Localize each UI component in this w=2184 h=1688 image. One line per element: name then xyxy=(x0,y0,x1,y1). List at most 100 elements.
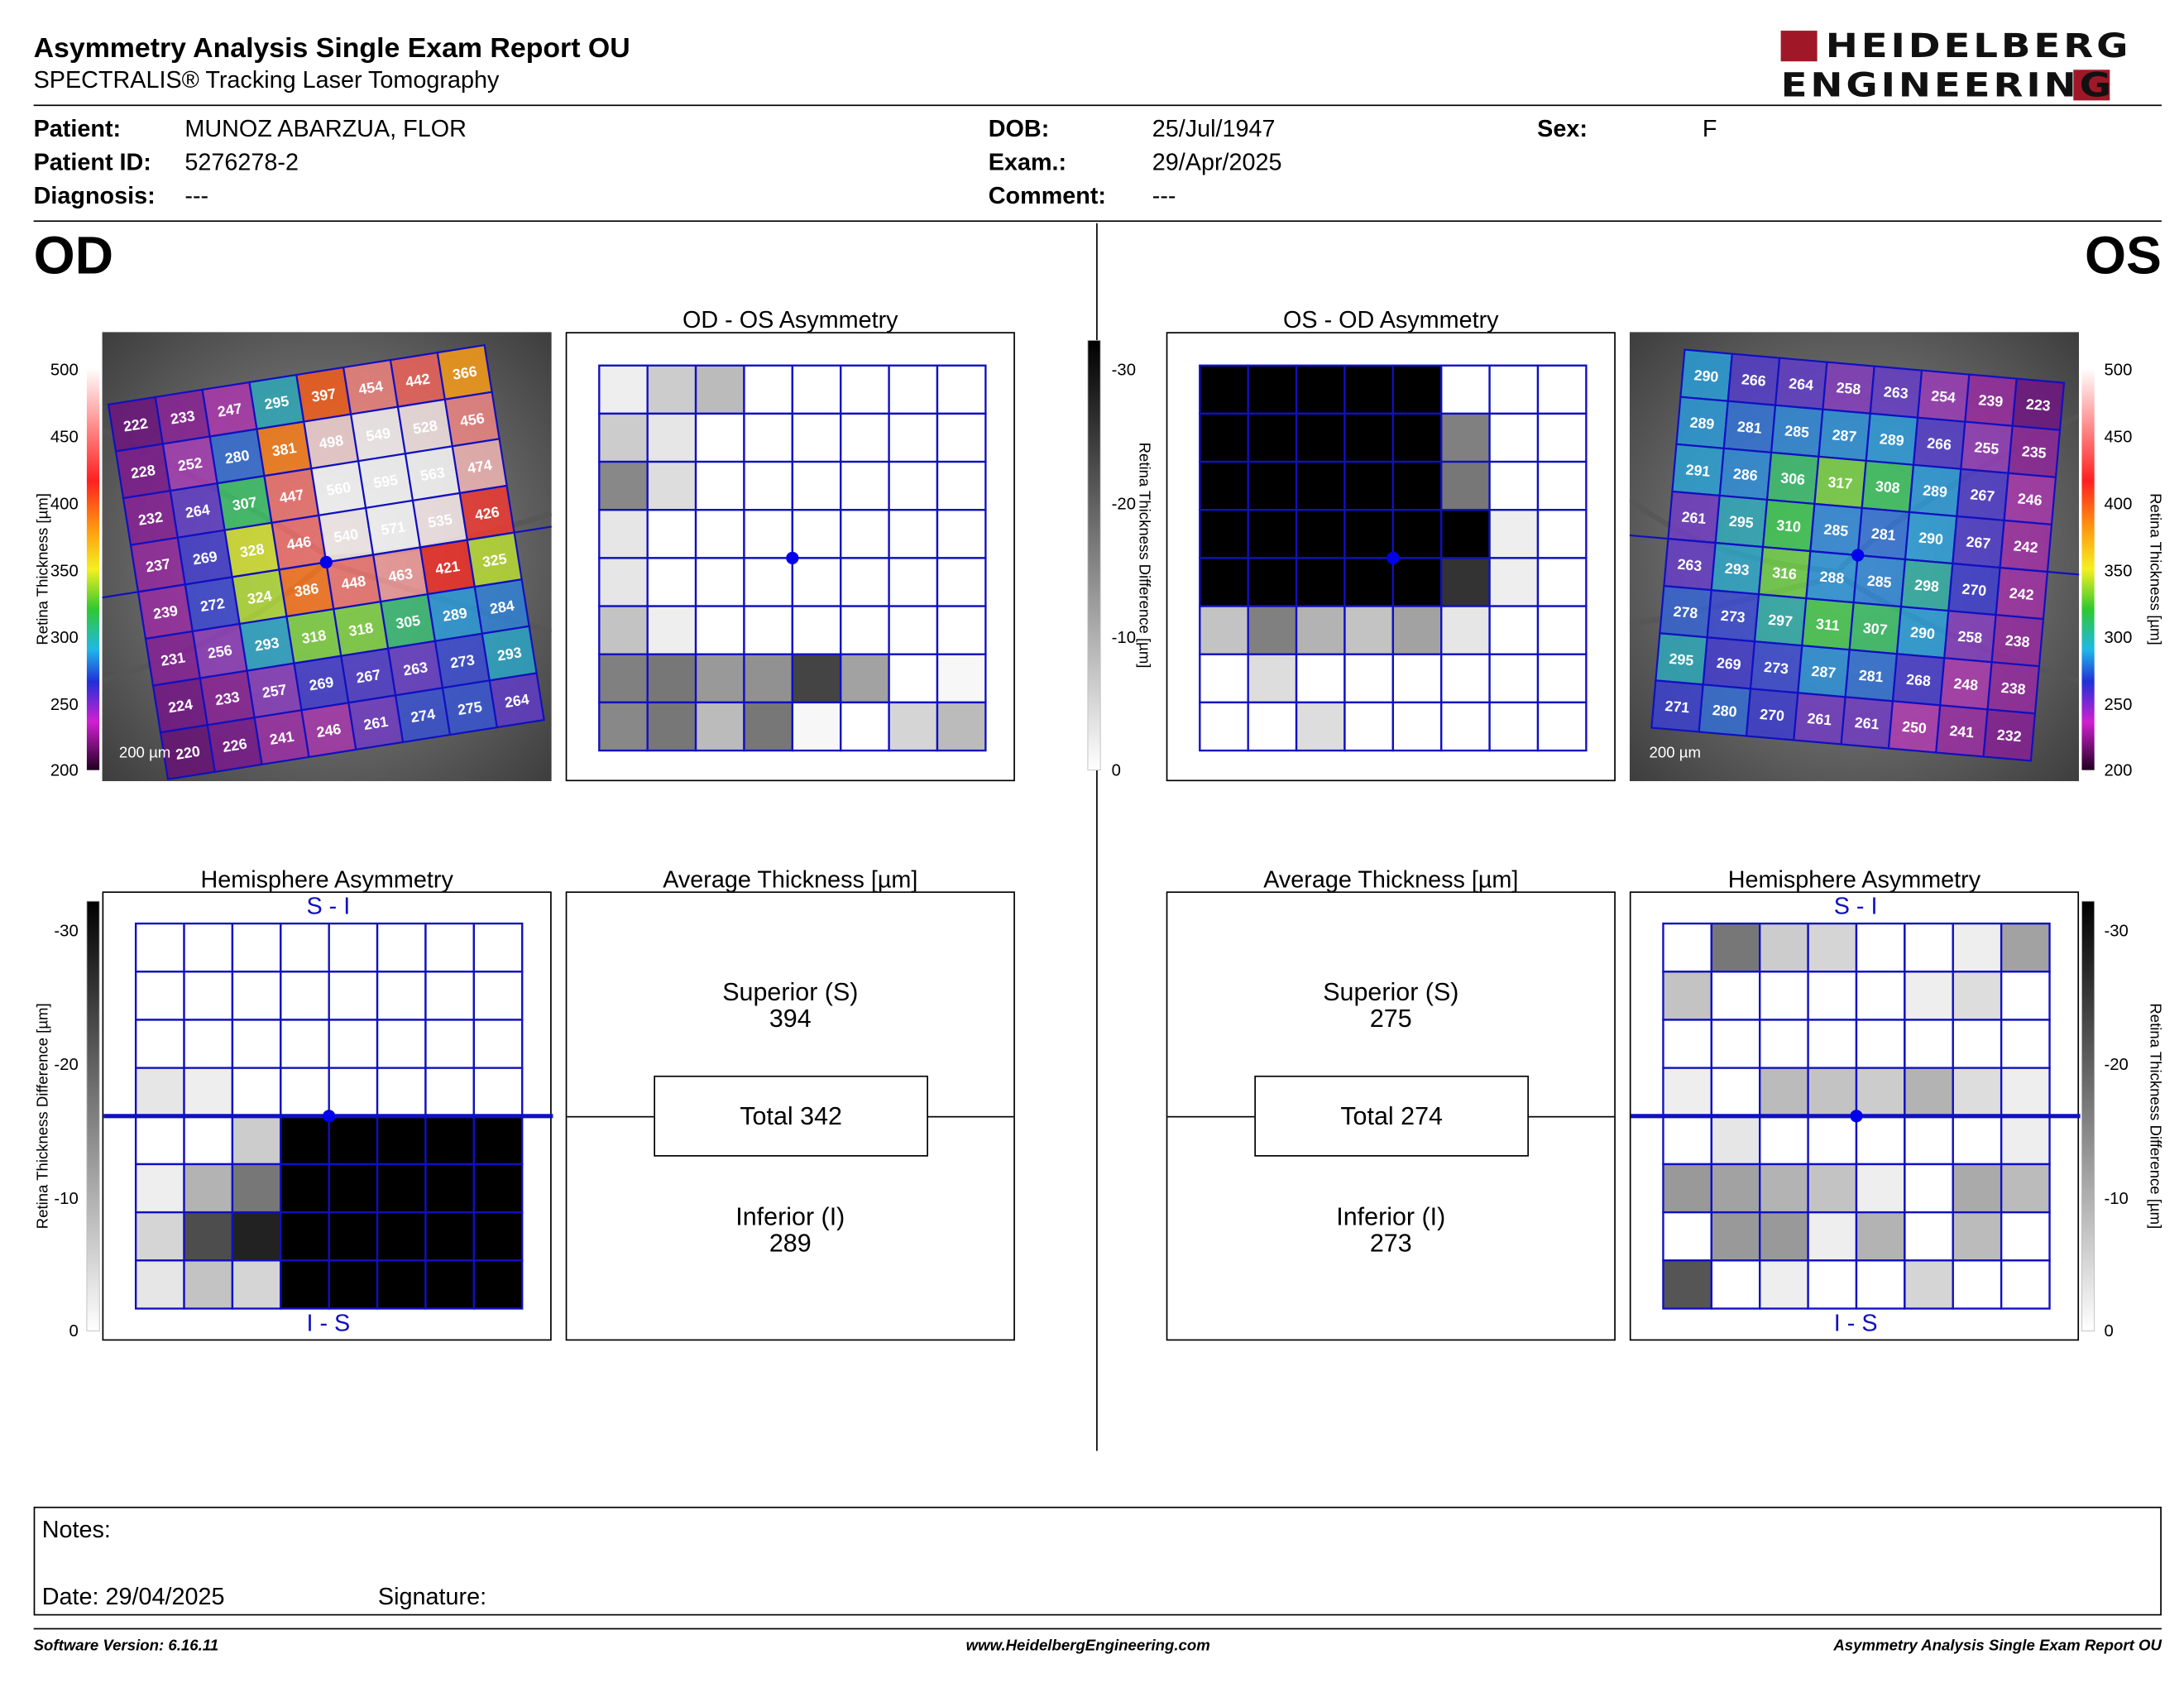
thickness-value: 239 xyxy=(1978,391,2004,410)
thickness-value: 263 xyxy=(402,659,429,679)
grid-cell xyxy=(1662,1259,1713,1310)
thickness-value: 264 xyxy=(1789,375,1814,393)
grid-cell xyxy=(183,1115,234,1166)
grid-cell xyxy=(376,922,427,973)
grid-cell xyxy=(2000,1259,2051,1310)
tick-350: 350 xyxy=(2105,562,2133,580)
thickness-value: 280 xyxy=(1712,702,1737,720)
grid-cell xyxy=(376,1211,427,1262)
grid-cell xyxy=(1952,971,2003,1021)
grid-cell xyxy=(1295,412,1346,463)
thickness-value: 268 xyxy=(1905,671,1931,689)
grid-cell xyxy=(1662,1163,1713,1214)
od-thickness-ticks: 500 450 400 350 300 250 200 xyxy=(50,362,79,780)
thickness-value: 250 xyxy=(1901,718,1927,736)
grid-cell xyxy=(134,922,185,973)
thickness-value: 257 xyxy=(261,681,288,701)
grid-cell xyxy=(1440,412,1491,463)
grid-cell xyxy=(376,1115,427,1166)
grid-cell xyxy=(1295,460,1346,511)
grid-cell xyxy=(1440,653,1491,704)
grid-cell xyxy=(840,605,890,655)
grid-cell xyxy=(1536,460,1588,511)
od-inferior-value: 289 xyxy=(769,1229,812,1258)
grid-cell xyxy=(280,1019,330,1069)
grid-cell xyxy=(694,412,745,463)
grid-cell xyxy=(280,1211,330,1262)
tick-minus20: -20 xyxy=(2105,1056,2129,1074)
od-hemi-grid xyxy=(103,922,553,1310)
grid-cell xyxy=(1199,605,1249,655)
thickness-value: 386 xyxy=(293,580,320,600)
thickness-value: 261 xyxy=(1807,710,1832,728)
thickness-value: 254 xyxy=(1931,387,1956,405)
grid-cell xyxy=(1391,364,1443,415)
od-hemi-top-label: S - I xyxy=(306,893,351,920)
grid-cell xyxy=(424,1115,476,1166)
logo-line1: HEIDELBERG xyxy=(1825,26,2132,66)
thickness-value: 595 xyxy=(372,472,400,492)
grid-cell xyxy=(598,653,649,704)
os-superior-label: Superior (S) xyxy=(1323,977,1459,1006)
thickness-value: 307 xyxy=(231,494,258,514)
thickness-value: 442 xyxy=(405,370,432,390)
thickness-value: 222 xyxy=(122,415,150,434)
thickness-value: 273 xyxy=(1720,607,1746,626)
grid-cell xyxy=(134,1115,185,1166)
grid-cell xyxy=(936,557,987,607)
thickness-value: 258 xyxy=(1957,628,1983,646)
grid-cell xyxy=(1488,412,1540,463)
logo-square-top xyxy=(1780,31,1818,62)
grid-cell xyxy=(1440,605,1491,655)
thickness-value: 289 xyxy=(442,605,469,625)
grid-cell xyxy=(694,460,745,511)
thickness-value: 291 xyxy=(1685,461,1711,479)
thickness-value: 275 xyxy=(457,698,484,718)
thickness-cell xyxy=(488,672,545,729)
thickness-value: 238 xyxy=(2000,679,2026,698)
grid-cell xyxy=(1488,364,1540,415)
thickness-value: 281 xyxy=(1858,667,1884,685)
diagnosis-label: Diagnosis: xyxy=(33,182,156,209)
thickness-value: 448 xyxy=(340,573,367,592)
grid-cell xyxy=(1904,1211,1954,1262)
grid-cell xyxy=(376,1163,427,1214)
thickness-value: 454 xyxy=(357,377,385,397)
grid-cell xyxy=(598,557,649,607)
grid-cell xyxy=(1952,1019,2003,1069)
thickness-value: 421 xyxy=(434,558,462,578)
grid-cell xyxy=(1952,922,2003,973)
grid-cell xyxy=(1488,653,1540,704)
grid-cell xyxy=(424,922,476,973)
grid-cell xyxy=(328,1163,379,1214)
grid-cell xyxy=(1904,1067,1954,1117)
grid-cell xyxy=(472,971,524,1021)
grid-cell xyxy=(936,460,987,511)
patient-rule xyxy=(33,220,2162,223)
grid-cell xyxy=(183,1163,234,1214)
thickness-value: 289 xyxy=(1922,482,1947,500)
grid-cell xyxy=(888,557,939,607)
grid-cell xyxy=(598,460,649,511)
os-inferior-value: 273 xyxy=(1369,1229,1412,1258)
thickness-value: 305 xyxy=(395,611,422,631)
grid-cell xyxy=(1904,971,1954,1021)
grid-cell xyxy=(424,1211,476,1262)
grid-cell xyxy=(280,1067,330,1117)
grid-cell xyxy=(231,922,282,973)
thickness-value: 456 xyxy=(459,410,486,429)
tick-250: 250 xyxy=(50,696,79,714)
grid-cell xyxy=(1488,701,1540,752)
os-thickness-scale: 500 450 400 350 300 250 200 Retina Thick… xyxy=(2081,332,2164,781)
grid-cell xyxy=(1440,557,1491,607)
thickness-value: 266 xyxy=(1741,371,1766,389)
grid-cell xyxy=(936,701,987,752)
tick-minus20: -20 xyxy=(1112,495,1136,513)
grid-cell xyxy=(1536,412,1588,463)
tick-500: 500 xyxy=(2105,362,2133,380)
od-thickness-colorbar: 500 450 400 350 300 250 200 Retina Thick… xyxy=(34,362,100,780)
grid-cell xyxy=(134,1019,185,1069)
patient-label: Patient: xyxy=(33,115,122,142)
comment-label: Comment: xyxy=(988,182,1107,209)
